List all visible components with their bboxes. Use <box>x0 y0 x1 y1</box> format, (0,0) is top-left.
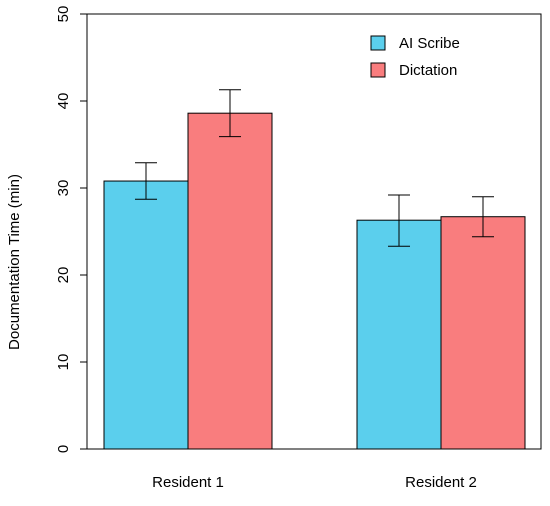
y-tick-label: 50 <box>55 6 72 23</box>
y-tick-label: 0 <box>55 445 72 453</box>
legend-swatch <box>370 35 386 51</box>
legend-swatch <box>370 62 386 78</box>
y-tick-label: 10 <box>55 354 72 371</box>
legend-label: AI Scribe <box>399 35 460 52</box>
x-category-label: Resident 2 <box>405 474 477 491</box>
bars <box>103 112 526 450</box>
y-tick-label: 30 <box>55 180 72 197</box>
y-tick-label: 20 <box>55 267 72 284</box>
x-category-label: Resident 1 <box>152 474 224 491</box>
legend: AI Scribe Dictation <box>370 35 460 79</box>
bar-dictation-resident-2 <box>440 216 526 450</box>
y-tick-label: 40 <box>55 93 72 110</box>
bar-ai-scribe-resident-1 <box>103 180 189 450</box>
plot-frame <box>86 13 542 450</box>
bar-ai-scribe-resident-2 <box>356 219 442 450</box>
axes: 0 10 20 30 40 50 Resident 1 Resident 2 <box>55 6 542 491</box>
y-axis-label: Documentation Time (min) <box>6 174 23 350</box>
legend-label: Dictation <box>399 62 457 79</box>
error-bars <box>135 89 494 247</box>
bar-dictation-resident-1 <box>187 112 273 450</box>
